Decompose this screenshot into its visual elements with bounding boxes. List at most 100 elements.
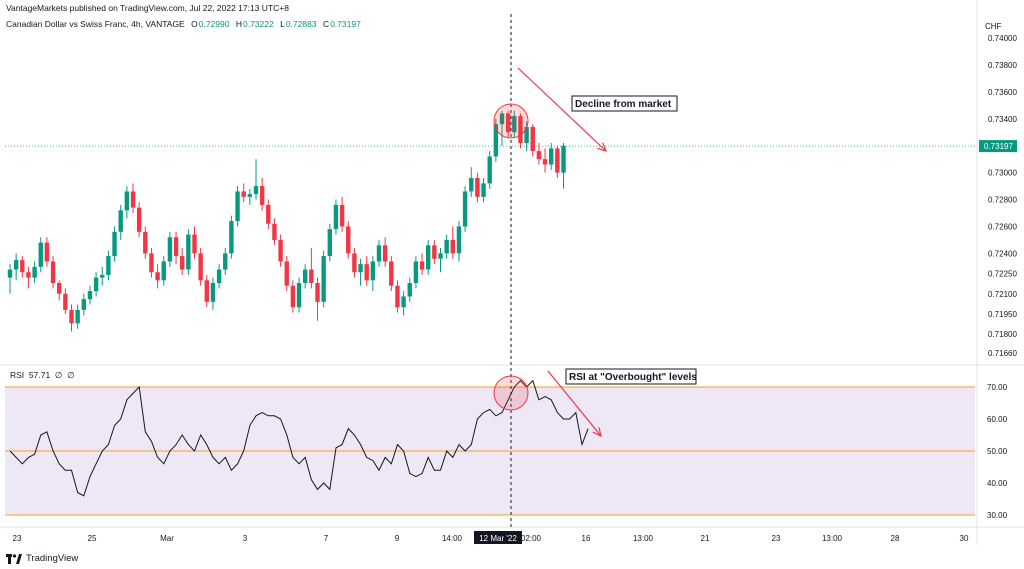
candle-body <box>149 253 154 273</box>
tradingview-footer[interactable]: TradingView <box>6 553 78 564</box>
candle <box>524 121 529 152</box>
candle-body <box>124 191 130 211</box>
candle <box>180 248 185 275</box>
time-tick-label: 13:00 <box>633 534 654 543</box>
candle-body <box>290 285 296 308</box>
candle <box>376 239 382 267</box>
candle <box>542 148 548 173</box>
candle-body <box>518 116 523 143</box>
candle <box>100 266 105 286</box>
candle <box>118 204 123 240</box>
candle-body <box>456 226 462 254</box>
candle-body <box>216 269 222 283</box>
ohlc-close-label: C <box>322 19 330 29</box>
time-tick-label: 16 <box>582 534 591 543</box>
price-tick-label: 0.71660 <box>988 349 1017 358</box>
candle <box>57 280 62 301</box>
rsi-tick-label: 30.00 <box>987 511 1008 520</box>
candle-body <box>505 113 511 133</box>
candle-body <box>530 126 535 152</box>
candle <box>87 285 93 305</box>
candle <box>216 264 222 289</box>
candle-body <box>57 283 62 294</box>
candle-body <box>389 261 394 286</box>
candle <box>278 234 283 267</box>
candle <box>321 250 326 308</box>
candle <box>450 226 455 259</box>
candle <box>155 264 160 289</box>
price-highlight-circle <box>493 103 529 139</box>
candle-body <box>364 264 369 281</box>
price-tick-label: 0.71800 <box>988 330 1017 339</box>
candle <box>315 277 320 321</box>
rsi-tick-label: 60.00 <box>987 415 1008 424</box>
candle-body <box>432 245 437 259</box>
time-tick-label: 28 <box>891 534 900 543</box>
rsi-extra-2: ∅ <box>67 370 75 380</box>
candle <box>235 186 240 227</box>
candle-body <box>136 207 142 232</box>
candle-body <box>143 231 148 254</box>
price-annotation-box <box>571 95 678 112</box>
price-tick-label: 0.73600 <box>988 88 1017 97</box>
rsi-line <box>9 379 589 497</box>
candle <box>438 248 443 273</box>
rsi-name: RSI <box>10 370 25 380</box>
decline-arrow <box>517 67 608 152</box>
candle <box>352 248 357 278</box>
candle-body <box>155 272 160 281</box>
candle <box>358 258 363 286</box>
candle <box>536 143 542 165</box>
candle-body <box>444 239 449 254</box>
price-tick-label: 0.72250 <box>988 270 1017 279</box>
time-tick-label: 21 <box>701 534 710 543</box>
candle <box>63 288 68 314</box>
time-tick-label: 3 <box>243 534 248 543</box>
candle-body <box>106 256 111 275</box>
candle <box>210 277 216 310</box>
tradingview-brand: TradingView <box>26 553 79 564</box>
candle-body <box>327 229 332 257</box>
candle-body <box>370 261 376 281</box>
candle-body <box>395 285 400 308</box>
candle-body <box>278 239 283 262</box>
candle-body <box>186 234 191 270</box>
candle <box>284 256 289 292</box>
candle <box>32 261 37 283</box>
candle <box>253 159 259 200</box>
ohlc-close-value: 0.73197 <box>330 19 361 29</box>
candle <box>499 110 505 146</box>
last-price-box <box>979 140 1017 153</box>
candle-body <box>198 253 203 281</box>
ohlc-low-label: L <box>280 19 285 29</box>
candle <box>167 231 173 267</box>
candle-body <box>309 269 314 283</box>
candle <box>106 250 111 281</box>
candle <box>124 186 130 219</box>
candle <box>93 272 99 297</box>
candle <box>173 231 179 265</box>
candle-body <box>13 260 19 270</box>
candle-body <box>462 191 468 227</box>
time-tick-label: 9 <box>395 534 400 543</box>
candle <box>327 223 332 262</box>
candle <box>161 256 166 286</box>
candle-body <box>167 237 173 262</box>
candle-body <box>382 245 388 262</box>
candle <box>186 229 191 275</box>
candle <box>290 280 296 313</box>
rsi-tick-label: 40.00 <box>987 479 1008 488</box>
candle-body <box>493 124 499 157</box>
candle-body <box>315 283 320 302</box>
candle <box>229 215 234 259</box>
candle <box>407 277 412 302</box>
candle <box>198 248 203 286</box>
candle-body <box>44 242 50 262</box>
candle-body <box>487 156 492 184</box>
candle <box>462 186 468 232</box>
candle-body <box>112 231 117 257</box>
arrow-head <box>592 427 602 438</box>
candle-body <box>20 260 25 273</box>
rsi-highlight-circle <box>493 375 529 411</box>
